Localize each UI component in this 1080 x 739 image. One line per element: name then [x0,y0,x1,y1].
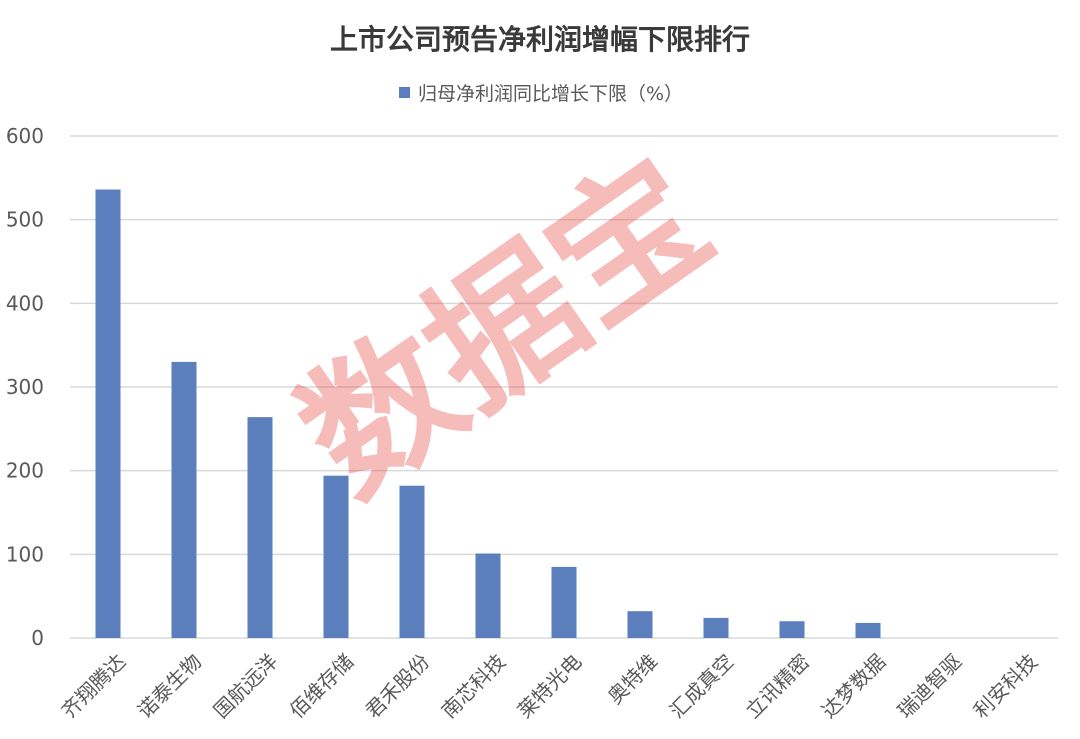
bar [627,611,653,638]
x-tick-label: 汇成真空 [665,649,739,723]
y-tick-label: 500 [6,208,44,232]
x-tick-label: 瑞迪智驱 [893,649,967,723]
y-tick-label: 200 [6,459,44,483]
bar [475,553,501,638]
watermark: 数据宝 [272,128,740,529]
legend: 归母净利润同比增长下限（%） [399,83,683,105]
bar [171,361,197,638]
gridlines [70,135,1058,639]
y-tick-label: 100 [6,542,44,566]
bar [703,617,729,638]
legend-swatch [399,87,410,98]
bar [779,621,805,638]
bars [95,189,881,638]
legend-label: 归母净利润同比增长下限（%） [418,83,683,105]
bar [399,485,425,638]
bar [95,189,121,638]
x-tick-label: 国航远洋 [209,649,283,723]
x-tick-label: 莱特光电 [513,649,587,723]
x-tick-label: 奥特维 [603,649,662,708]
chart-title: 上市公司预告净利润增幅下限排行 [330,23,750,56]
x-tick-label: 诺泰生物 [133,649,207,723]
y-tick-label: 400 [6,291,44,315]
x-axis-categories: 齐翔腾达 诺泰生物 国航远洋 佰维存储 君禾股份 南芯科技 莱特光电 奥特维 汇成真空 立讯精密达… [57,649,1043,723]
y-tick-label: 600 [6,124,44,148]
x-tick-label: 齐翔腾达 [57,649,131,723]
y-axis-ticks: 0 100 200 300 400 500 600 [6,124,44,650]
x-tick-label: 达梦数据 [817,649,891,723]
x-tick-label: 立讯精密 [741,649,815,723]
x-tick-label: 南芯科技 [437,649,511,723]
x-tick-label: 利安科技 [969,649,1043,723]
x-tick-label: 君禾股份 [361,649,435,723]
bar [323,475,349,638]
y-tick-label: 300 [6,375,44,399]
bar [551,566,577,638]
bar [247,417,273,638]
x-tick-label: 佰维存储 [285,649,359,723]
y-tick-label: 0 [31,626,44,650]
bar [855,622,881,638]
